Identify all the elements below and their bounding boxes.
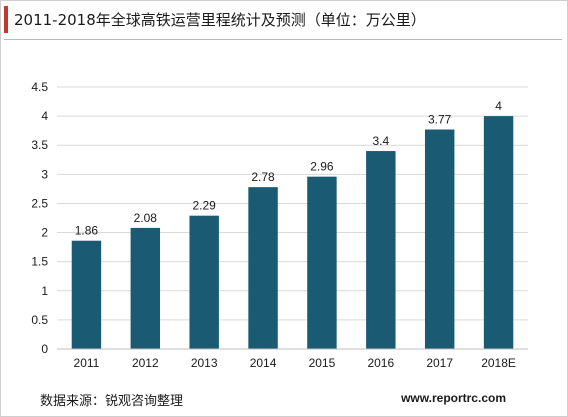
y-tick-label: 2.5 bbox=[31, 196, 48, 210]
y-tick-label: 2 bbox=[41, 226, 48, 240]
x-tick-label: 2018E bbox=[481, 356, 516, 370]
bar-2011 bbox=[71, 240, 102, 349]
gridlines bbox=[57, 86, 528, 321]
y-tick-label: 4.5 bbox=[31, 80, 48, 94]
title-divider bbox=[4, 39, 562, 40]
data-label: 2.78 bbox=[251, 170, 275, 184]
x-tick-label: 2017 bbox=[426, 356, 453, 370]
bar-2013 bbox=[189, 215, 219, 349]
chart-title: 2011-2018年全球高铁运营里程统计及预测（单位：万公里） bbox=[14, 11, 426, 29]
data-label: 1.86 bbox=[75, 224, 99, 238]
bar-2015 bbox=[307, 176, 337, 349]
y-tick-label: 1.5 bbox=[31, 255, 48, 269]
data-label: 2.08 bbox=[134, 211, 158, 225]
y-tick-label: 3.5 bbox=[31, 138, 48, 152]
y-tick-label: 3 bbox=[41, 167, 48, 181]
y-tick-label: 1 bbox=[41, 284, 48, 298]
x-tick-label: 2015 bbox=[309, 356, 336, 370]
data-labels: 1.86 2.08 2.29 2.78 2.96 3.4 3.77 4 bbox=[75, 99, 502, 238]
bars bbox=[71, 116, 514, 349]
y-tick-label: 4 bbox=[41, 109, 48, 123]
title-accent-bar bbox=[4, 6, 8, 33]
y-tick-label: 0.5 bbox=[31, 313, 48, 327]
data-label: 4 bbox=[495, 99, 502, 113]
data-label: 3.77 bbox=[428, 113, 452, 127]
y-tick-label: 0 bbox=[41, 342, 48, 356]
x-tick-label: 2012 bbox=[132, 356, 159, 370]
bar-2016 bbox=[366, 151, 396, 349]
x-tick-label: 2011 bbox=[74, 356, 100, 370]
website-url: www.reportrc.com bbox=[401, 391, 506, 405]
bar-2017 bbox=[424, 129, 455, 349]
bar-2014 bbox=[248, 187, 278, 349]
x-axis-tick-labels: 2011 2012 2013 2014 2015 2016 2017 2018E bbox=[74, 356, 516, 370]
data-label: 2.96 bbox=[310, 160, 334, 174]
x-tick-label: 2014 bbox=[250, 356, 277, 370]
data-label: 3.4 bbox=[372, 134, 389, 148]
data-source-note: 数据来源：锐观咨询整理 bbox=[40, 394, 184, 409]
y-axis-tick-labels: 0 0.5 1 1.5 2 2.5 3 3.5 4 4.5 bbox=[31, 80, 48, 356]
x-tick-label: 2016 bbox=[367, 356, 394, 370]
x-tick-label: 2013 bbox=[191, 356, 218, 370]
data-label: 2.29 bbox=[193, 199, 217, 213]
bar-2018e bbox=[483, 116, 514, 349]
bar-2012 bbox=[130, 227, 161, 349]
